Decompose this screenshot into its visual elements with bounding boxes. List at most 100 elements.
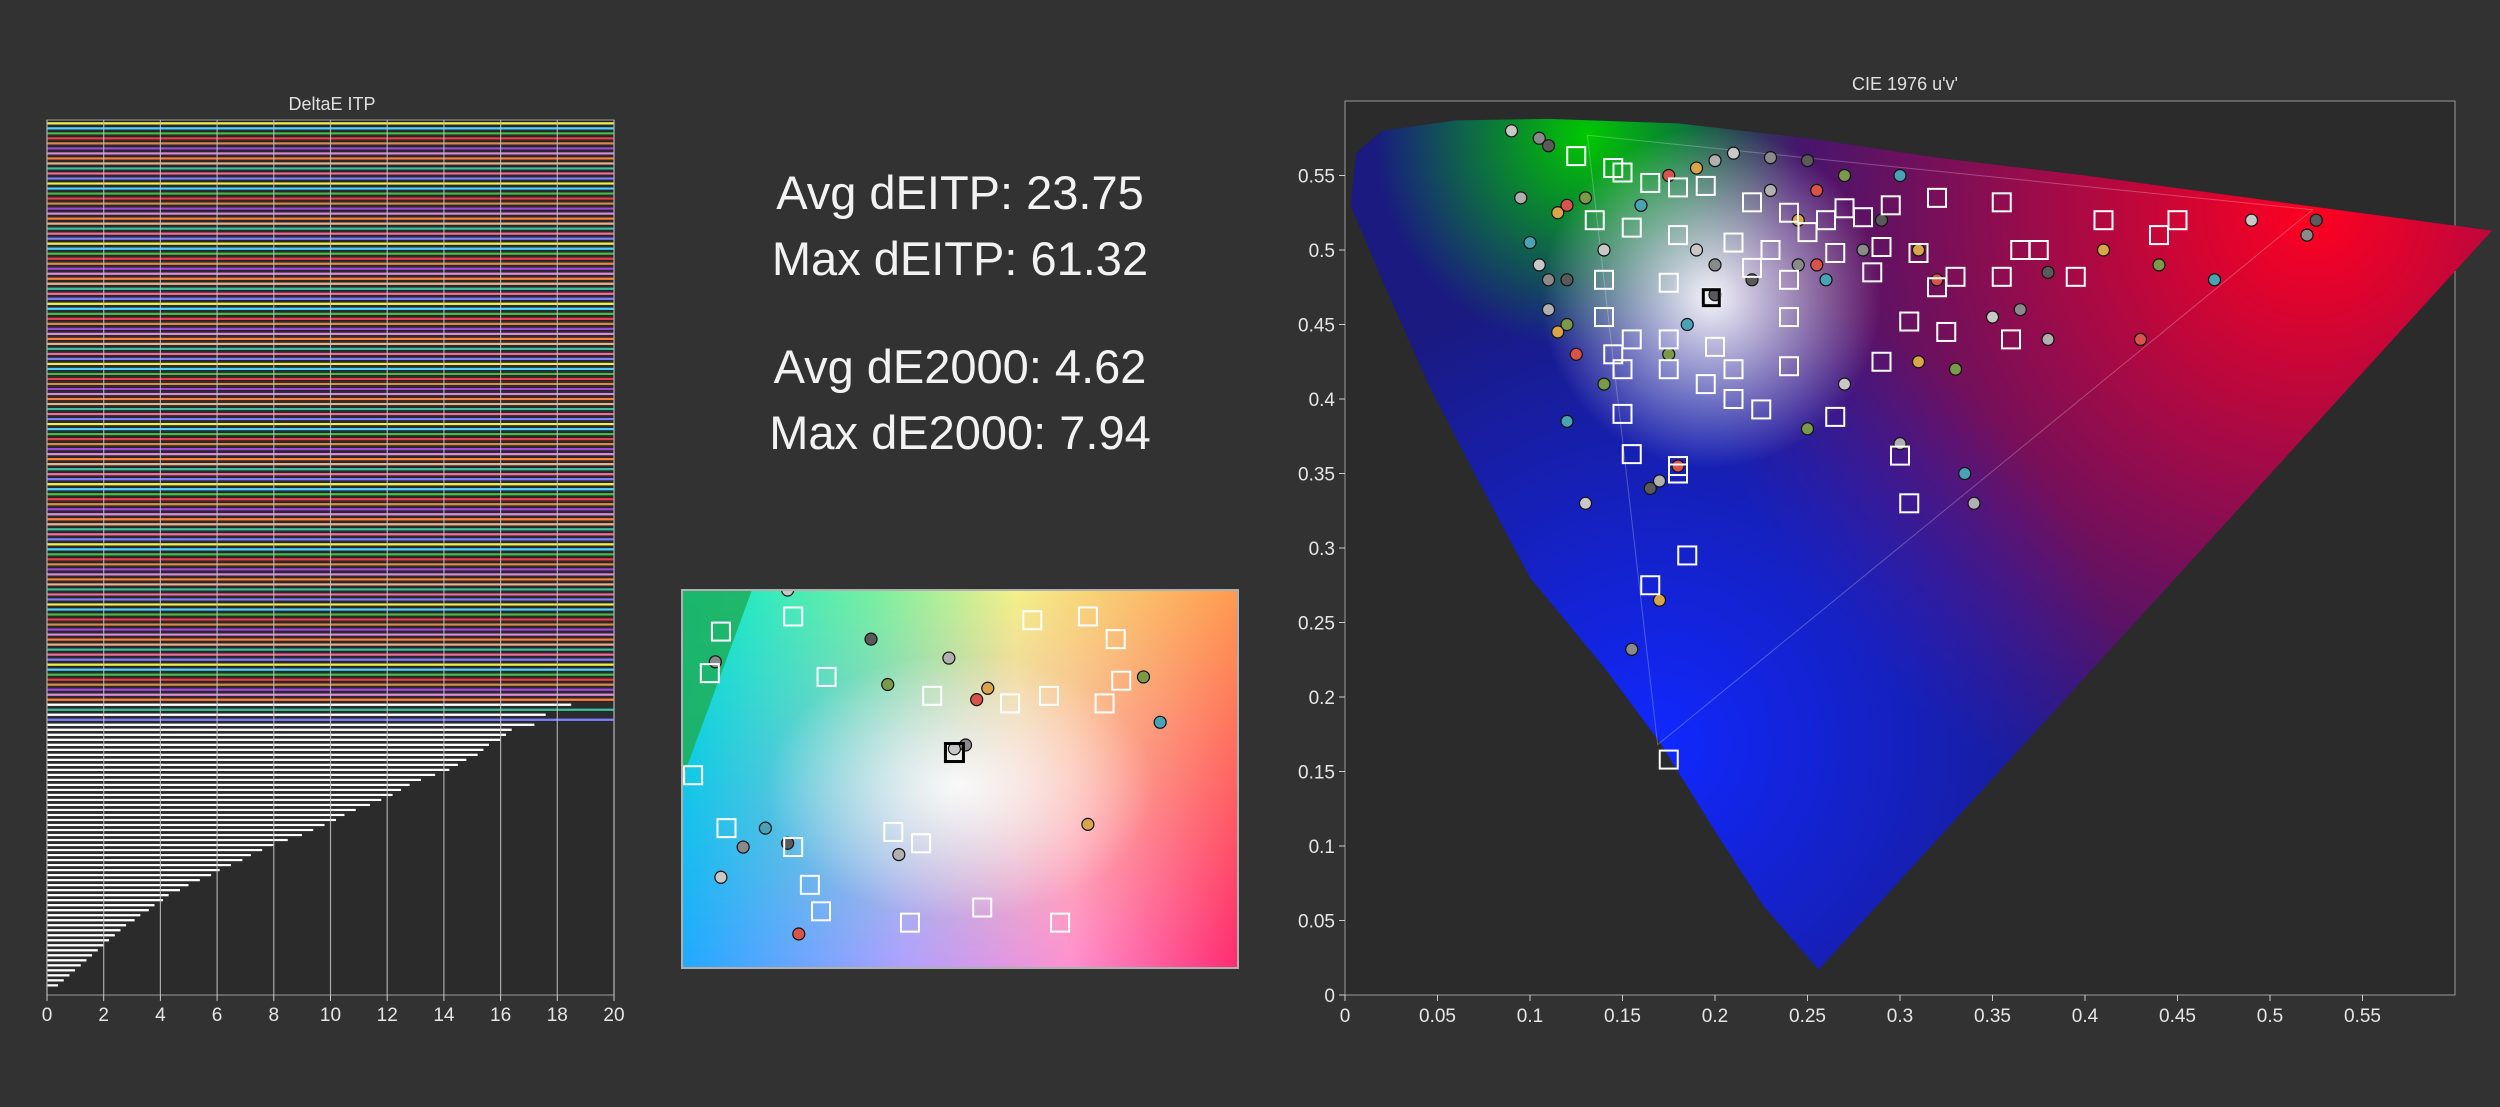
target-square-marker <box>1880 195 1901 216</box>
target-square-marker <box>1621 444 1642 465</box>
measured-point-marker <box>2309 213 2323 227</box>
deltae-bar <box>46 938 110 942</box>
measured-point-marker <box>1930 273 1944 287</box>
target-square-marker <box>1668 463 1688 484</box>
y-tick-label: 0.4 <box>1309 390 1336 411</box>
measured-point-marker <box>1911 355 1926 369</box>
x-tick-label: 0.55 <box>2344 1006 2381 1027</box>
target-square-marker <box>1111 670 1132 691</box>
deltae-bar <box>46 948 99 952</box>
x-tick-label: 0.4 <box>2072 1006 2099 1027</box>
deltae-bar <box>46 753 479 757</box>
measured-point-marker <box>792 927 806 941</box>
x-tick-label: 12 <box>377 1005 398 1026</box>
measured-point-marker <box>1634 198 1648 212</box>
target-square-marker <box>2149 225 2169 246</box>
measured-point-marker <box>1541 303 1556 317</box>
measured-point-marker <box>1662 347 1676 361</box>
deltae-bar <box>46 983 59 987</box>
y-tick-label: 0.35 <box>1298 465 1335 486</box>
x-tick-label: 20 <box>603 1005 624 1026</box>
deltae-bar <box>46 803 371 807</box>
y-tick-label: 0.05 <box>1298 912 1335 933</box>
target-square-marker <box>2001 329 2021 350</box>
y-tick-label: 0.15 <box>1298 763 1335 784</box>
measured-point-marker <box>1810 183 1824 197</box>
target-square-marker <box>1908 242 1929 263</box>
target-square-marker <box>1779 356 1799 377</box>
measured-point-marker <box>1819 273 1833 287</box>
measured-point-marker <box>1837 168 1852 183</box>
white-point-marker <box>1701 288 1721 308</box>
deltae-bar <box>46 723 535 727</box>
max-de2000-text: Max dE2000: 7.94 <box>769 406 1151 459</box>
deltae-bar <box>46 963 82 967</box>
measured-point-marker <box>1985 310 2000 324</box>
deltae-bar <box>46 703 572 707</box>
target-square-marker <box>1612 162 1633 183</box>
deltae-bar <box>46 858 243 862</box>
measured-point-marker <box>1856 243 1870 257</box>
x-tick-label: 0 <box>1340 1006 1351 1027</box>
x-tick-label: 2 <box>98 1005 109 1026</box>
measured-point-marker <box>1578 496 1593 510</box>
target-square-marker <box>1723 359 1744 380</box>
deltae-bar <box>46 968 76 972</box>
measured-point-marker <box>1652 593 1667 607</box>
x-tick-label: 0.15 <box>1604 1006 1641 1027</box>
measured-point-marker <box>1708 258 1722 272</box>
gamut-triangle <box>1586 134 2314 746</box>
measured-point-marker <box>1680 317 1694 332</box>
measured-point-marker <box>2013 303 2027 317</box>
target-square-marker <box>1022 610 1043 631</box>
target-square-marker <box>1658 359 1679 380</box>
target-square-marker <box>1991 192 2012 213</box>
measured-point-marker <box>1560 198 1574 212</box>
target-square-marker <box>1612 359 1633 380</box>
y-tick-label: 0 <box>1324 986 1335 1007</box>
target-square-marker <box>972 897 993 918</box>
deltae-bar <box>46 838 289 842</box>
y-tick-label: 0.5 <box>1309 241 1335 262</box>
x-tick-label: 8 <box>269 1005 280 1026</box>
measured-point-marker <box>1837 377 1852 391</box>
x-tick-label: 0.35 <box>1974 1006 2011 1027</box>
target-square-marker <box>1871 237 1892 258</box>
deltae-itp-title: DeltaE ITP <box>288 94 376 114</box>
target-square-marker <box>1105 629 1126 650</box>
target-square-marker <box>1094 693 1115 714</box>
deltae-bar <box>46 818 337 822</box>
target-square-marker <box>1945 266 1966 287</box>
measured-point-marker <box>1541 273 1556 287</box>
target-square-marker <box>1658 272 1679 293</box>
deltae-itp-chart: DeltaE ITP 0 2 4 6 8 10 12 14 16 18 20 <box>0 0 640 1107</box>
target-square-marker <box>683 765 704 786</box>
y-tick-label: 0.45 <box>1298 316 1335 337</box>
deltae-bar <box>46 813 345 817</box>
deltae-bar <box>46 918 136 922</box>
deltae-bar <box>46 928 121 932</box>
inset-green-wedge <box>682 590 752 780</box>
measured-point-marker <box>2133 332 2148 346</box>
measured-point-marker <box>892 848 906 862</box>
target-square-marker <box>1927 277 1947 298</box>
target-square-marker <box>899 912 920 933</box>
measured-point-marker <box>1726 146 1741 160</box>
measured-point-marker <box>1153 715 1167 729</box>
target-square-marker <box>1779 307 1799 328</box>
deltae-bar <box>46 848 263 852</box>
target-square-marker <box>1621 329 1642 350</box>
deltae-bar <box>46 978 65 982</box>
deltae-bar <box>46 793 394 797</box>
measured-point-marker <box>2300 228 2314 242</box>
measured-point-marker <box>1532 258 1546 272</box>
target-square-marker <box>1742 192 1762 213</box>
x-tick-label: 0.5 <box>2257 1006 2283 1027</box>
target-square-marker <box>1594 269 1614 290</box>
deltae-bar <box>46 768 450 772</box>
target-square-marker <box>1584 210 1605 231</box>
target-square-marker <box>1751 399 1772 420</box>
deltae-bar <box>46 713 547 717</box>
target-square-marker <box>1871 351 1892 372</box>
deltae-bar <box>46 743 490 747</box>
